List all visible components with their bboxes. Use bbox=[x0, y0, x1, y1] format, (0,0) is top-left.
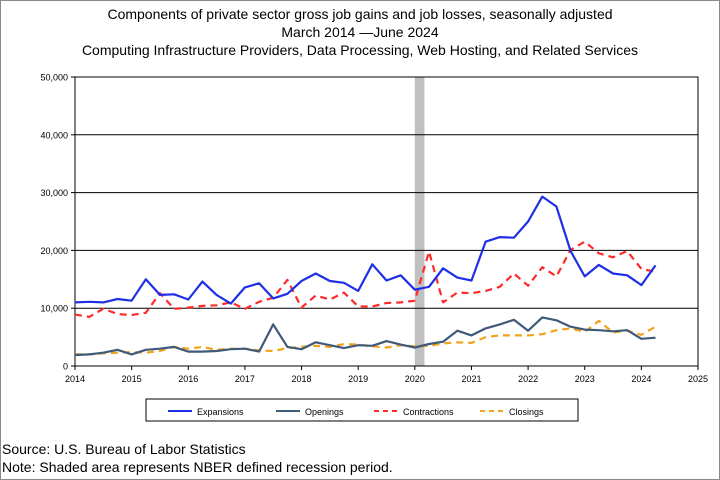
x-tick-label: 2015 bbox=[122, 374, 142, 384]
recession-band bbox=[414, 77, 425, 366]
x-tick-label: 2021 bbox=[461, 374, 481, 384]
x-tick-label: 2017 bbox=[235, 374, 255, 384]
y-tick-label: 20,000 bbox=[40, 246, 68, 256]
series-line-expansions bbox=[74, 195, 657, 305]
x-tick-label: 2016 bbox=[178, 374, 198, 384]
plot-area bbox=[74, 76, 699, 367]
chart-title-block: Components of private sector gross job g… bbox=[0, 5, 720, 59]
y-tick-label: 0 bbox=[63, 362, 68, 372]
series-line-openings bbox=[74, 316, 656, 357]
chart-subtitle-dates: March 2014 —June 2024 bbox=[281, 24, 439, 40]
legend-label-closings: Closings bbox=[509, 407, 544, 417]
x-tick-label: 2022 bbox=[518, 374, 538, 384]
x-tick-label: 2025 bbox=[688, 374, 708, 384]
y-tick-label: 30,000 bbox=[40, 188, 68, 198]
y-tick-label: 40,000 bbox=[40, 130, 68, 140]
x-tick-label: 2020 bbox=[405, 374, 425, 384]
legend-label-openings: Openings bbox=[305, 407, 344, 417]
x-tick-label: 2019 bbox=[348, 374, 368, 384]
legend-label-expansions: Expansions bbox=[197, 407, 244, 417]
source-note: Source: U.S. Bureau of Labor Statistics bbox=[2, 441, 246, 457]
x-tick-label: 2024 bbox=[631, 374, 651, 384]
y-tick-label: 50,000 bbox=[40, 73, 68, 83]
legend-label-contractions: Contractions bbox=[403, 407, 454, 417]
x-tick-label: 2023 bbox=[575, 374, 595, 384]
x-tick-label: 2018 bbox=[292, 374, 312, 384]
legend-box bbox=[145, 398, 579, 422]
y-tick-label: 10,000 bbox=[40, 304, 68, 314]
x-tick-label: 2014 bbox=[65, 374, 85, 384]
footnotes: Source: U.S. Bureau of Labor Statistics … bbox=[2, 440, 393, 476]
recession-note: Note: Shaded area represents NBER define… bbox=[2, 459, 393, 475]
chart-title: Components of private sector gross job g… bbox=[107, 6, 613, 22]
chart-subtitle-industry: Computing Infrastructure Providers, Data… bbox=[81, 42, 639, 58]
legend: Expansions Openings Contractions Closings bbox=[145, 398, 579, 422]
series-line-contractions bbox=[74, 240, 656, 318]
